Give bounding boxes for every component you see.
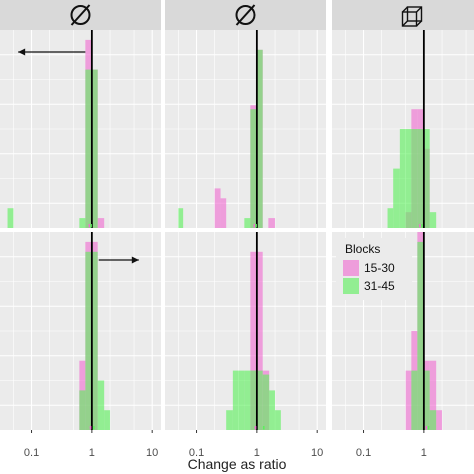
- histogram-bar: [85, 251, 92, 430]
- histogram-bar: [393, 168, 400, 228]
- histogram-bar: [97, 218, 105, 228]
- empty-set-icon: [70, 4, 91, 26]
- legend-title: Blocks: [345, 242, 380, 256]
- histogram-bar: [244, 370, 251, 430]
- legend-swatch: [343, 260, 359, 276]
- direction-arrow: [18, 48, 86, 56]
- histogram-bar: [104, 410, 111, 430]
- legend: Blocks 15-30 31-45: [336, 238, 412, 300]
- histogram-bar: [244, 218, 251, 228]
- histogram-bar: [79, 218, 86, 228]
- histogram-bar: [91, 69, 98, 228]
- histogram-bar: [97, 380, 105, 430]
- histogram-bar: [417, 241, 424, 430]
- direction-arrow: [98, 256, 139, 264]
- x-tick-label: 10: [146, 447, 158, 459]
- histogram-bar: [423, 129, 430, 228]
- x-axis-label: Change as ratio: [187, 456, 287, 472]
- histogram-bar: [405, 129, 412, 228]
- histogram-bar: [405, 370, 412, 430]
- x-tick-label: 0.1: [24, 447, 39, 459]
- histogram-bar: [256, 251, 263, 430]
- histogram-bar: [250, 251, 257, 430]
- x-tick-label: 1: [89, 447, 95, 459]
- histogram-bar: [7, 208, 14, 228]
- histogram-bar: [256, 49, 263, 228]
- x-tick-label: 0.1: [356, 447, 371, 459]
- histogram-bar: [417, 129, 424, 228]
- histogram-bar: [387, 208, 394, 228]
- histogram-bar: [423, 370, 430, 430]
- histogram-bar: [429, 360, 437, 430]
- histogram-bar: [256, 370, 263, 430]
- histogram-bar: [436, 410, 443, 430]
- histogram-bar: [79, 390, 86, 430]
- histogram-bar: [232, 370, 239, 430]
- x-tick-label: 0.1: [189, 447, 204, 459]
- histogram-bar: [91, 251, 98, 430]
- legend-swatch: [343, 278, 359, 294]
- histogram-bar: [399, 129, 406, 228]
- histogram-bar: [250, 109, 257, 228]
- histogram-bar: [214, 188, 221, 228]
- histogram-bar: [429, 212, 437, 228]
- legend-label: 31-45: [364, 279, 395, 293]
- empty-set-icon: [235, 4, 256, 26]
- legend-label: 15-30: [364, 261, 395, 275]
- histogram-bar: [268, 218, 276, 228]
- histogram-bar: [226, 410, 233, 430]
- histogram-bar: [178, 208, 184, 228]
- histogram-bar: [411, 129, 418, 228]
- histogram-bar: [269, 390, 276, 430]
- histogram-bar: [262, 374, 270, 430]
- histogram-bar: [411, 370, 418, 430]
- histogram-bar: [85, 69, 92, 228]
- cube-icon: [401, 6, 423, 27]
- histogram-bar: [275, 410, 281, 430]
- histogram-bar: [220, 198, 227, 228]
- histogram-bar: [250, 370, 257, 430]
- x-tick-label: 1: [254, 447, 260, 459]
- histogram-bar: [238, 370, 245, 430]
- histogram-bar: [429, 410, 437, 430]
- x-tick-label: 10: [311, 447, 323, 459]
- x-tick-label: 1: [421, 447, 427, 459]
